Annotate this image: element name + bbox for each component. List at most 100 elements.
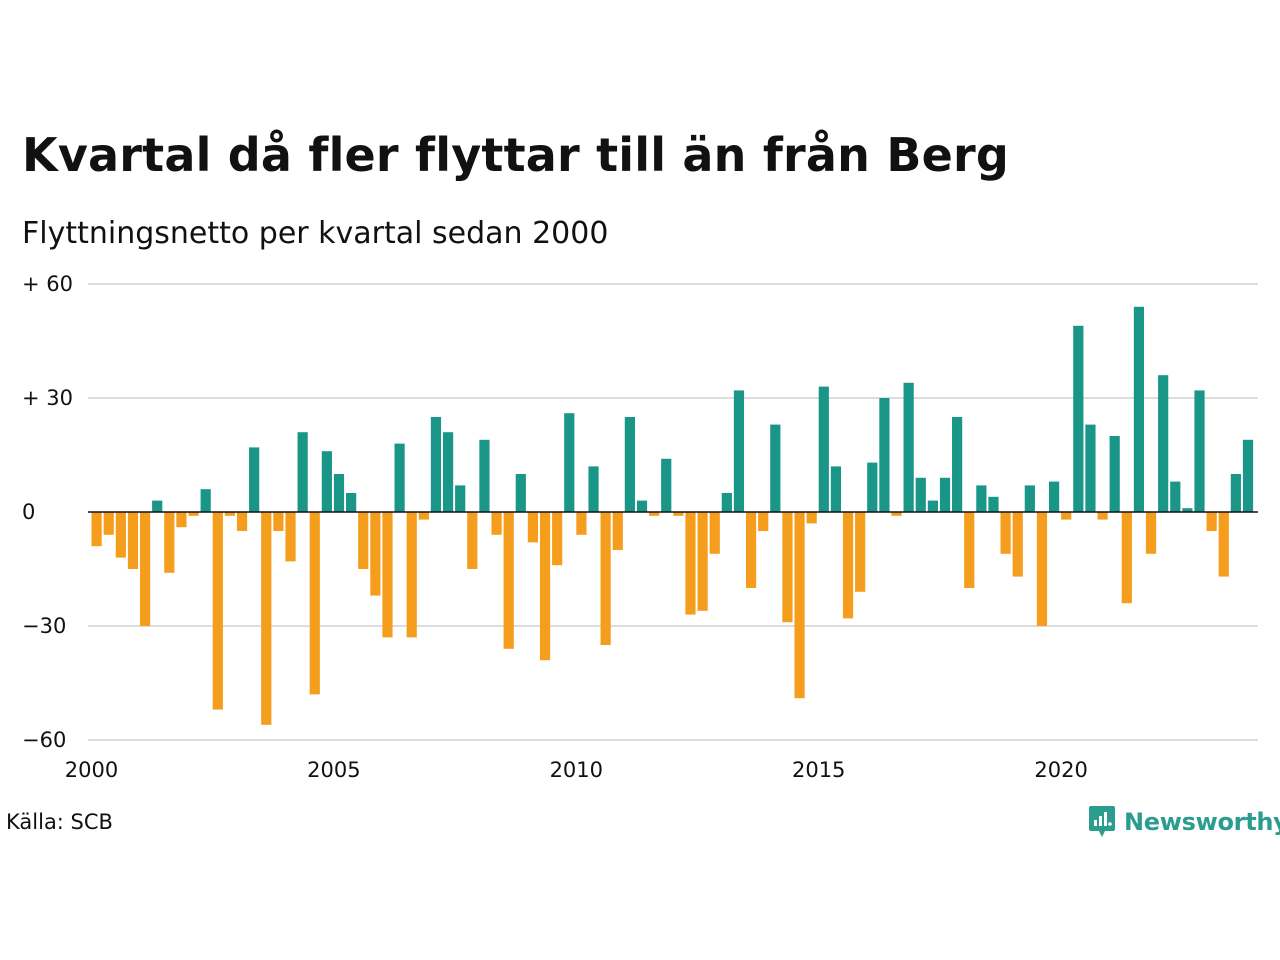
y-axis-labels: + 60 + 30 0 −30 −60: [22, 272, 73, 752]
bar: [685, 512, 696, 615]
bar: [164, 512, 175, 573]
bar: [903, 382, 914, 512]
bar: [1048, 481, 1060, 512]
bar: [770, 424, 781, 512]
bar: [988, 496, 999, 512]
bar: [309, 512, 320, 695]
bar: [430, 417, 442, 512]
brand-logo: Newsworthy: [1088, 802, 1280, 842]
bar: [1170, 481, 1181, 512]
bar: [103, 512, 114, 535]
x-tick-label: 2005: [307, 758, 360, 782]
y-tick-label: 0: [22, 500, 35, 524]
bar: [552, 512, 563, 566]
bar: [1206, 512, 1217, 531]
x-tick-label: 2000: [65, 758, 118, 782]
bar: [879, 398, 890, 512]
bar: [115, 512, 126, 558]
bar: [346, 493, 357, 512]
bar: [830, 466, 842, 512]
bar: [915, 477, 926, 512]
bar: [236, 512, 248, 531]
bar: [127, 512, 139, 569]
bar: [333, 474, 345, 512]
bar: [394, 443, 405, 512]
bar: [794, 512, 805, 699]
bar: [1061, 512, 1072, 520]
bar: [527, 512, 539, 543]
bar: [612, 512, 623, 550]
y-tick-label: −30: [22, 614, 66, 638]
bar: [358, 512, 369, 569]
bar: [758, 512, 769, 531]
chart-subtitle: Flyttningsnetto per kvartal sedan 2000: [22, 216, 609, 251]
source-note: Källa: SCB: [6, 810, 113, 834]
bar: [588, 466, 599, 512]
bar: [1158, 375, 1169, 512]
bar: [721, 493, 732, 512]
bar: [600, 512, 611, 645]
bar: [745, 512, 757, 588]
bar: [709, 512, 720, 554]
bar: [491, 512, 502, 535]
bar: [927, 500, 938, 512]
bar: [952, 417, 963, 512]
bar: [139, 512, 151, 626]
x-tick-label: 2020: [1034, 758, 1087, 782]
bar: [697, 512, 708, 611]
bar: [576, 512, 587, 535]
bar: [1036, 512, 1048, 626]
bar: [406, 512, 417, 638]
brand-name: Newsworthy: [1124, 808, 1280, 836]
bar: [455, 485, 466, 512]
bar: [1230, 474, 1241, 512]
bar: [1194, 390, 1205, 512]
x-tick-label: 2010: [550, 758, 603, 782]
bar: [249, 447, 260, 512]
bar: [1085, 424, 1096, 512]
bar: [418, 512, 429, 520]
grid-lines: [88, 283, 1258, 741]
bar: [467, 512, 478, 569]
bar: [636, 500, 648, 512]
bar: [224, 512, 236, 516]
bars: [91, 306, 1254, 725]
bar: [624, 417, 635, 512]
bar: [188, 512, 199, 516]
bar: [321, 451, 332, 512]
bar: [1097, 512, 1108, 520]
bar: [285, 512, 296, 562]
bar: [867, 462, 878, 512]
bar: [1000, 512, 1011, 554]
newsworthy-logo-icon: [1089, 806, 1115, 837]
bar: [806, 512, 817, 524]
bar: [855, 512, 866, 592]
x-axis-labels: 2000 2005 2010 2015 2020: [65, 758, 1088, 782]
bar: [1109, 436, 1120, 512]
chart-title: Kvartal då fler flyttar till än från Ber…: [22, 128, 1010, 182]
bar: [273, 512, 284, 531]
bar: [891, 512, 902, 516]
bar: [976, 485, 987, 512]
bar: [842, 512, 854, 619]
bar: [176, 512, 187, 528]
bar: [564, 413, 575, 512]
bar: [1145, 512, 1157, 554]
bar: [661, 458, 672, 512]
bar: [964, 512, 975, 588]
bar: [212, 512, 223, 710]
bar: [261, 512, 272, 725]
bar: [673, 512, 684, 516]
bar: [539, 512, 551, 661]
bar: [818, 386, 829, 512]
bar: [1133, 306, 1145, 512]
bar: [297, 432, 308, 512]
bar: [1242, 439, 1254, 512]
bar: [200, 489, 211, 512]
bar: [515, 474, 526, 512]
y-tick-label: −60: [22, 728, 66, 752]
bar: [1024, 485, 1035, 512]
bar: [1218, 512, 1229, 577]
bar: [1073, 325, 1084, 512]
bar: [1012, 512, 1023, 577]
